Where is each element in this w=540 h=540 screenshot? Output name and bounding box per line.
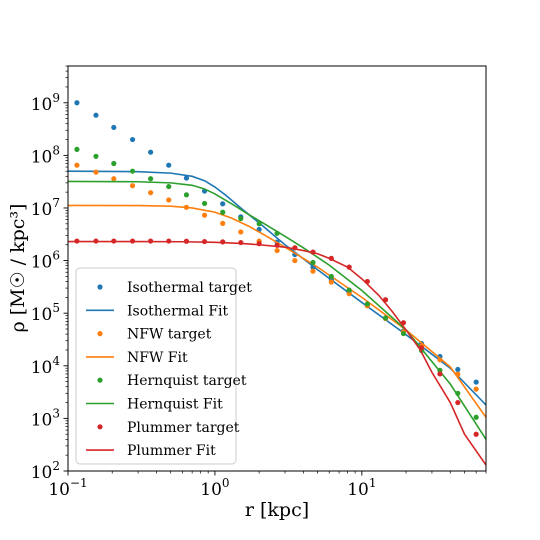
hernquist-target-point xyxy=(93,153,99,159)
tick-label: 107 xyxy=(31,196,60,220)
nfw-target-point xyxy=(274,247,280,254)
isothermal-target-point xyxy=(455,366,461,373)
nfw-target-point xyxy=(473,386,479,392)
nfw-fit-line xyxy=(68,204,486,418)
tick-label: 108 xyxy=(31,143,60,167)
hernquist-fit-legend-label: Hernquist Fit xyxy=(127,397,223,413)
plummer-target-point xyxy=(455,399,461,406)
hernquist-target-point xyxy=(238,215,244,222)
tick-label: 100 xyxy=(200,476,229,500)
isothermal-target-point xyxy=(93,112,99,118)
nfw-target-point xyxy=(74,162,80,168)
hernquist-target-point xyxy=(74,146,80,152)
tick-label: 10−1 xyxy=(48,476,87,500)
tick-label: 109 xyxy=(31,91,60,115)
nfw-target-point xyxy=(201,212,208,218)
nfw-target-point xyxy=(328,279,334,285)
nfw-fit-legend-label: NFW Fit xyxy=(127,350,188,366)
x-axis: 10−1 100 101 xyxy=(48,471,487,500)
isothermal-target-point xyxy=(74,100,80,106)
nfw-target-point xyxy=(111,176,117,182)
plummer-fit-legend-label: Plummer Fit xyxy=(127,443,216,459)
hernquist-fit-line xyxy=(68,180,486,440)
nfw-target-point xyxy=(346,291,352,297)
hernquist-target-point xyxy=(346,287,352,293)
hernquist-target-point xyxy=(166,183,172,190)
nfw-target-legend-label: NFW target xyxy=(127,327,212,343)
isothermal-target-legend-label: Isothermal target xyxy=(127,280,252,296)
plot-area xyxy=(67,65,487,472)
isothermal-target-point xyxy=(111,124,117,131)
isothermal-target-point xyxy=(220,201,226,207)
isothermal-target-point xyxy=(166,162,172,168)
isothermal-target-point xyxy=(129,136,136,143)
hernquist-target-point xyxy=(183,192,190,198)
y-axis-label: ρ [M☉ / kpc³] xyxy=(7,204,29,333)
plummer-target-point xyxy=(437,371,443,377)
x-axis-label: r [kpc] xyxy=(245,499,309,521)
hernquist-target-point xyxy=(364,301,370,307)
tick-label: 101 xyxy=(347,476,376,500)
y-axis: 102 103 104 105 106 107 108 109 xyxy=(31,65,68,483)
hernquist-target-point xyxy=(310,259,316,266)
legend: Isothermal target Isothermal Fit NFW targe… xyxy=(75,267,252,465)
plummer-fit-line xyxy=(68,240,486,466)
nfw-target-point xyxy=(93,169,99,175)
hernquist-target-point xyxy=(473,414,479,420)
hernquist-target-point xyxy=(148,176,154,182)
plummer-target-legend-label: Plummer target xyxy=(127,420,240,436)
hernquist-target-point xyxy=(220,209,226,215)
hernquist-target-point xyxy=(201,200,208,207)
plummer-target-legend-swatch xyxy=(97,424,103,430)
plummer-target-point xyxy=(346,264,352,270)
nfw-target-point xyxy=(292,257,298,264)
nfw-target-point xyxy=(238,229,244,235)
isothermal-fit-legend-label: Isothermal Fit xyxy=(127,303,229,319)
hernquist-target-point xyxy=(129,168,136,174)
isothermal-target-point xyxy=(473,379,479,385)
hernquist-target-point xyxy=(256,221,262,227)
series-layer xyxy=(68,100,486,466)
nfw-target-point xyxy=(129,183,136,189)
hernquist-target-point xyxy=(382,315,389,321)
isothermal-target-point xyxy=(183,175,190,181)
tick-label: 103 xyxy=(31,406,60,430)
nfw-target-point xyxy=(148,190,154,196)
hernquist-target-legend-label: Hernquist target xyxy=(127,373,247,389)
isothermal-fit-line xyxy=(68,170,486,406)
isothermal-target-point xyxy=(148,149,154,155)
hernquist-target-point xyxy=(111,160,117,167)
nfw-target-point xyxy=(166,197,172,203)
hernquist-target-point xyxy=(400,330,407,337)
nfw-target-legend-swatch xyxy=(97,331,103,337)
tick-label: 102 xyxy=(31,459,60,483)
hernquist-target-legend-swatch xyxy=(97,377,103,383)
tick-label: 106 xyxy=(31,249,60,273)
legend-box xyxy=(75,267,237,465)
tick-label: 104 xyxy=(31,354,61,378)
nfw-target-point xyxy=(310,268,316,274)
hernquist-target-point xyxy=(328,273,334,280)
isothermal-target-legend-swatch xyxy=(97,284,103,290)
nfw-target-point xyxy=(220,220,226,226)
tick-label: 105 xyxy=(31,301,60,325)
plummer-target-point xyxy=(473,431,479,437)
